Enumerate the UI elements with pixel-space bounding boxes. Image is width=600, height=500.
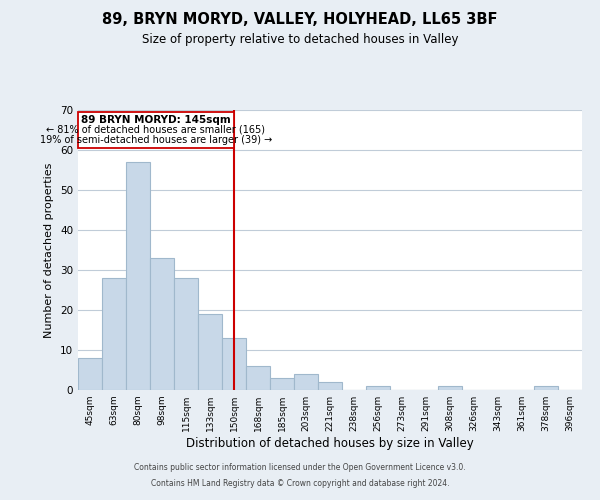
Text: Contains public sector information licensed under the Open Government Licence v3: Contains public sector information licen… — [134, 464, 466, 472]
Bar — [294, 374, 318, 390]
Text: 89 BRYN MORYD: 145sqm: 89 BRYN MORYD: 145sqm — [81, 115, 231, 125]
Bar — [198, 314, 222, 390]
Text: ← 81% of detached houses are smaller (165): ← 81% of detached houses are smaller (16… — [47, 125, 265, 135]
X-axis label: Distribution of detached houses by size in Valley: Distribution of detached houses by size … — [186, 437, 474, 450]
Bar — [174, 278, 198, 390]
Bar — [366, 386, 390, 390]
Bar — [222, 338, 246, 390]
Bar — [78, 358, 102, 390]
Text: 89, BRYN MORYD, VALLEY, HOLYHEAD, LL65 3BF: 89, BRYN MORYD, VALLEY, HOLYHEAD, LL65 3… — [102, 12, 498, 28]
Bar — [534, 386, 558, 390]
Bar — [270, 378, 294, 390]
Bar — [102, 278, 126, 390]
Bar — [438, 386, 462, 390]
FancyBboxPatch shape — [78, 112, 234, 148]
Text: Size of property relative to detached houses in Valley: Size of property relative to detached ho… — [142, 32, 458, 46]
Bar — [246, 366, 270, 390]
Y-axis label: Number of detached properties: Number of detached properties — [44, 162, 55, 338]
Bar — [318, 382, 342, 390]
Bar — [126, 162, 150, 390]
Text: Contains HM Land Registry data © Crown copyright and database right 2024.: Contains HM Land Registry data © Crown c… — [151, 478, 449, 488]
Bar — [150, 258, 174, 390]
Text: 19% of semi-detached houses are larger (39) →: 19% of semi-detached houses are larger (… — [40, 135, 272, 145]
